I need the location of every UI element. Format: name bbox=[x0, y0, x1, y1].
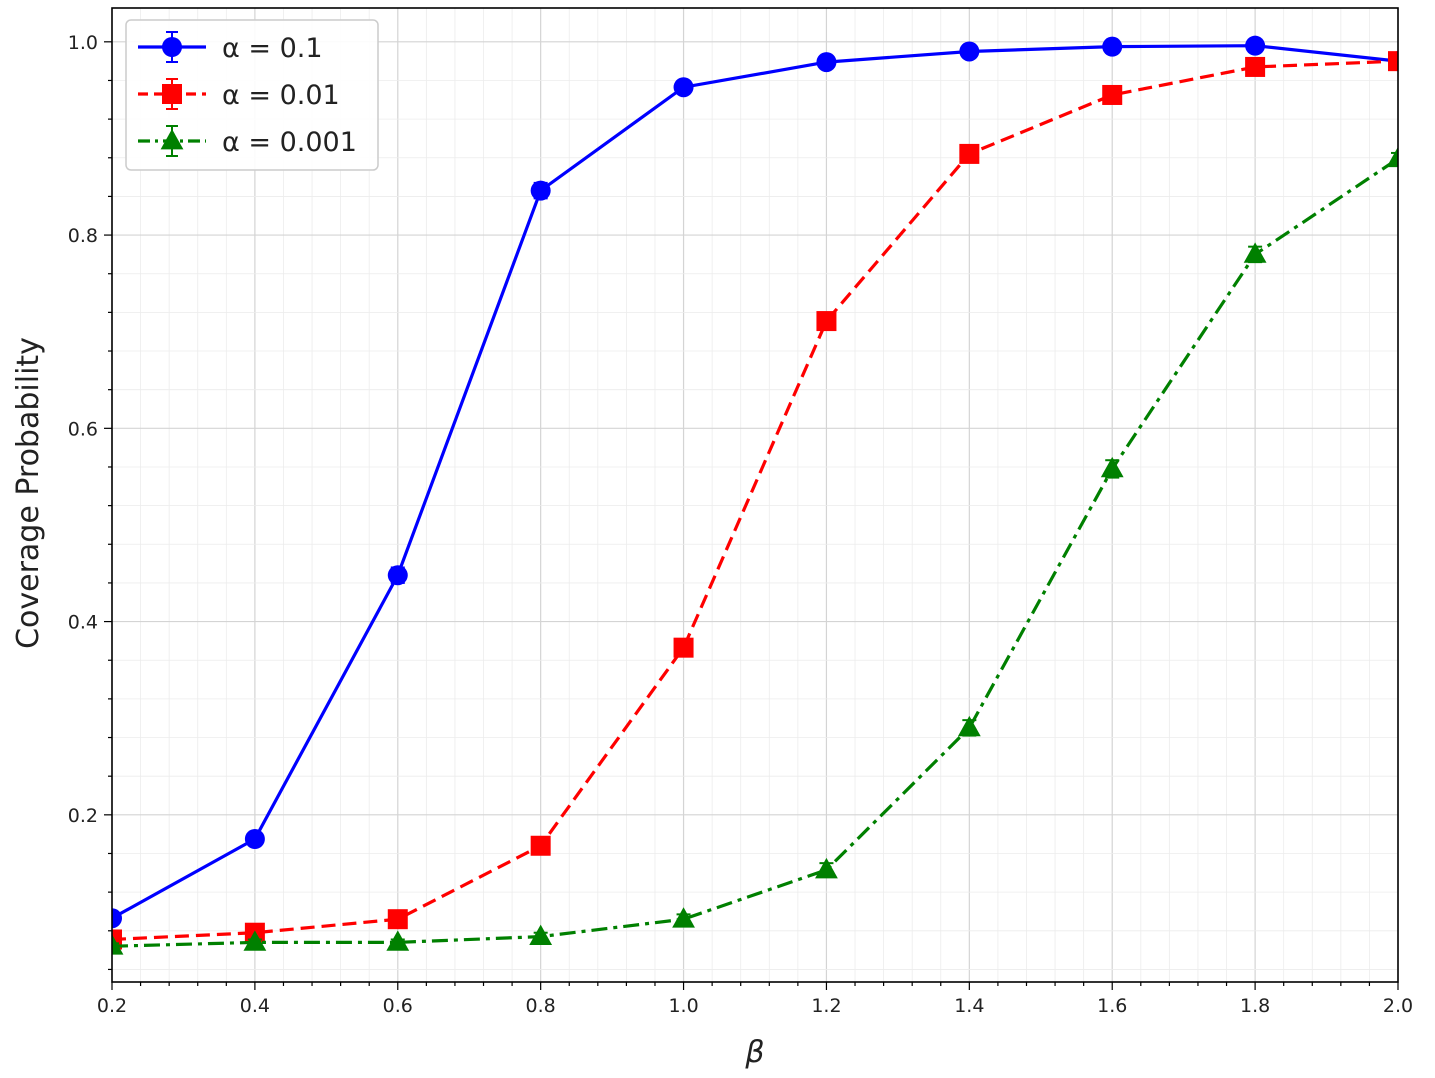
series-3-point bbox=[1386, 146, 1398, 168]
x-tick-label: 0.8 bbox=[526, 995, 556, 1017]
series-2-point bbox=[1102, 84, 1123, 105]
series-2-point bbox=[1388, 51, 1398, 72]
series-1-point bbox=[959, 41, 980, 62]
x-tick-label: 1.8 bbox=[1240, 995, 1270, 1017]
legend-marker-1 bbox=[162, 37, 182, 57]
series-2-point bbox=[959, 143, 980, 164]
series-3-point bbox=[957, 715, 981, 737]
x-tick-label: 0.2 bbox=[97, 995, 127, 1017]
y-tick-label: 0.8 bbox=[68, 225, 98, 247]
series-2-point bbox=[816, 311, 837, 332]
x-tick-label: 1.0 bbox=[668, 995, 698, 1017]
series-2-point bbox=[112, 929, 122, 950]
series-2-point bbox=[1245, 56, 1266, 77]
series-3-point bbox=[1100, 456, 1124, 478]
legend-label-1: α = 0.1 bbox=[222, 33, 323, 64]
series-2-line bbox=[112, 59, 1398, 942]
series-3-point bbox=[1243, 242, 1267, 263]
y-tick-label: 0.6 bbox=[68, 418, 98, 440]
x-tick-label: 1.2 bbox=[811, 995, 841, 1017]
plot-frame bbox=[111, 7, 1399, 983]
y-tick-label: 0.4 bbox=[68, 612, 98, 634]
y-axis-label: Coverage Probability bbox=[11, 337, 46, 649]
series-1-point bbox=[112, 908, 122, 929]
series-1-point bbox=[530, 180, 551, 201]
legend-label-2: α = 0.01 bbox=[222, 80, 340, 111]
y-tick-label: 0.2 bbox=[68, 805, 98, 827]
series-1 bbox=[112, 35, 1398, 929]
series-1-point bbox=[244, 828, 265, 849]
axis-ticks: 0.2 0.4 0.6 0.8 1.0 1.2 1.4 1.6 1.8 2.0 0.2 0.4 0.6 0… bbox=[68, 32, 1413, 1017]
series-3 bbox=[112, 146, 1398, 955]
series-3-point bbox=[386, 930, 410, 951]
legend-marker-3 bbox=[160, 129, 184, 150]
series-1-point bbox=[1102, 36, 1123, 57]
series-2-point bbox=[530, 835, 551, 856]
series-1-point bbox=[387, 565, 408, 586]
series-3-point bbox=[243, 930, 267, 951]
series-2-point bbox=[387, 909, 408, 930]
x-tick-label: 1.4 bbox=[954, 995, 984, 1017]
x-axis-label: β bbox=[744, 1035, 764, 1070]
series-1-line bbox=[112, 44, 1398, 920]
series-1-point bbox=[1245, 35, 1266, 56]
legend: α = 0.1 α = 0.01 α = 0.001 bbox=[125, 19, 379, 171]
series-layer bbox=[112, 35, 1398, 955]
y-tick-label: 1.0 bbox=[68, 32, 98, 54]
series-1-point bbox=[673, 77, 694, 98]
series-3-line bbox=[112, 157, 1398, 948]
series-3-point bbox=[529, 924, 553, 945]
legend-box bbox=[125, 19, 379, 171]
legend-label-3: α = 0.001 bbox=[222, 127, 357, 158]
series-3-point bbox=[672, 907, 695, 928]
x-tick-label: 2.0 bbox=[1383, 995, 1413, 1017]
x-tick-label: 1.6 bbox=[1097, 995, 1127, 1017]
series-3-point bbox=[112, 934, 124, 955]
series-1-point bbox=[816, 52, 837, 73]
x-tick-label: 0.4 bbox=[240, 995, 270, 1017]
series-2-point bbox=[673, 637, 694, 658]
series-3-point bbox=[815, 857, 838, 879]
legend-marker-2 bbox=[162, 84, 182, 104]
x-tick-label: 0.6 bbox=[383, 995, 413, 1017]
